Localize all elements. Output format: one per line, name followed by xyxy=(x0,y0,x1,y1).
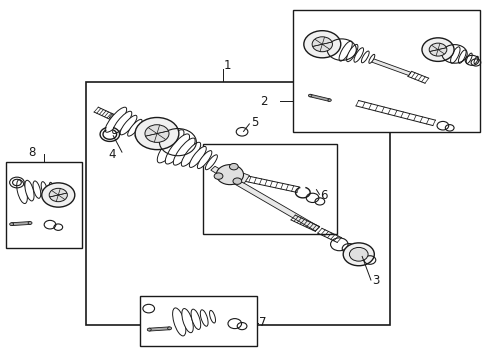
Polygon shape xyxy=(370,59,410,76)
Circle shape xyxy=(10,223,14,226)
Text: 1: 1 xyxy=(224,59,231,72)
Polygon shape xyxy=(210,166,319,231)
Ellipse shape xyxy=(368,54,374,63)
Ellipse shape xyxy=(105,107,126,132)
Ellipse shape xyxy=(120,115,137,135)
Bar xyxy=(6,162,81,248)
Ellipse shape xyxy=(142,127,152,139)
Ellipse shape xyxy=(135,123,147,138)
Ellipse shape xyxy=(361,51,368,63)
Circle shape xyxy=(311,37,332,52)
Circle shape xyxy=(349,247,367,261)
Ellipse shape xyxy=(127,120,142,136)
Ellipse shape xyxy=(112,111,132,134)
Ellipse shape xyxy=(209,310,215,323)
Circle shape xyxy=(229,163,238,170)
Ellipse shape xyxy=(165,134,189,164)
Text: 6: 6 xyxy=(320,189,327,202)
Ellipse shape xyxy=(182,309,193,333)
Ellipse shape xyxy=(172,308,185,336)
Ellipse shape xyxy=(346,44,357,62)
Ellipse shape xyxy=(457,50,465,63)
Ellipse shape xyxy=(181,142,200,166)
Bar xyxy=(86,82,389,325)
Circle shape xyxy=(49,188,67,202)
Circle shape xyxy=(232,178,241,184)
Text: 8: 8 xyxy=(28,146,35,159)
Circle shape xyxy=(327,99,330,102)
Text: 7: 7 xyxy=(259,316,266,329)
Polygon shape xyxy=(11,221,30,226)
Ellipse shape xyxy=(49,182,54,193)
Ellipse shape xyxy=(338,41,351,61)
Circle shape xyxy=(167,327,171,330)
Circle shape xyxy=(147,328,151,331)
Bar xyxy=(140,296,256,346)
Text: 3: 3 xyxy=(371,274,379,287)
Ellipse shape xyxy=(205,155,217,170)
Ellipse shape xyxy=(33,181,41,198)
Ellipse shape xyxy=(449,47,459,63)
Bar xyxy=(203,144,336,234)
Circle shape xyxy=(308,94,311,97)
Circle shape xyxy=(216,165,243,185)
Text: 4: 4 xyxy=(108,148,116,161)
Text: 2: 2 xyxy=(260,95,267,108)
Circle shape xyxy=(428,43,446,56)
Ellipse shape xyxy=(465,53,471,63)
Circle shape xyxy=(28,221,32,224)
Ellipse shape xyxy=(173,138,195,165)
Bar xyxy=(292,10,479,132)
Polygon shape xyxy=(109,114,130,125)
Circle shape xyxy=(421,38,453,62)
Circle shape xyxy=(303,31,340,58)
Polygon shape xyxy=(309,94,329,102)
Circle shape xyxy=(214,173,223,179)
Ellipse shape xyxy=(17,180,27,203)
Ellipse shape xyxy=(197,150,211,168)
Polygon shape xyxy=(238,173,249,183)
Circle shape xyxy=(135,117,179,150)
Polygon shape xyxy=(149,327,169,331)
Circle shape xyxy=(41,183,75,207)
Ellipse shape xyxy=(25,180,34,201)
Circle shape xyxy=(343,243,373,266)
Ellipse shape xyxy=(353,48,363,62)
Ellipse shape xyxy=(473,56,477,64)
Ellipse shape xyxy=(200,310,208,326)
Ellipse shape xyxy=(41,182,47,196)
Ellipse shape xyxy=(189,147,206,167)
Ellipse shape xyxy=(157,130,183,163)
Ellipse shape xyxy=(191,309,200,329)
Text: 5: 5 xyxy=(250,116,258,129)
Circle shape xyxy=(144,125,169,143)
